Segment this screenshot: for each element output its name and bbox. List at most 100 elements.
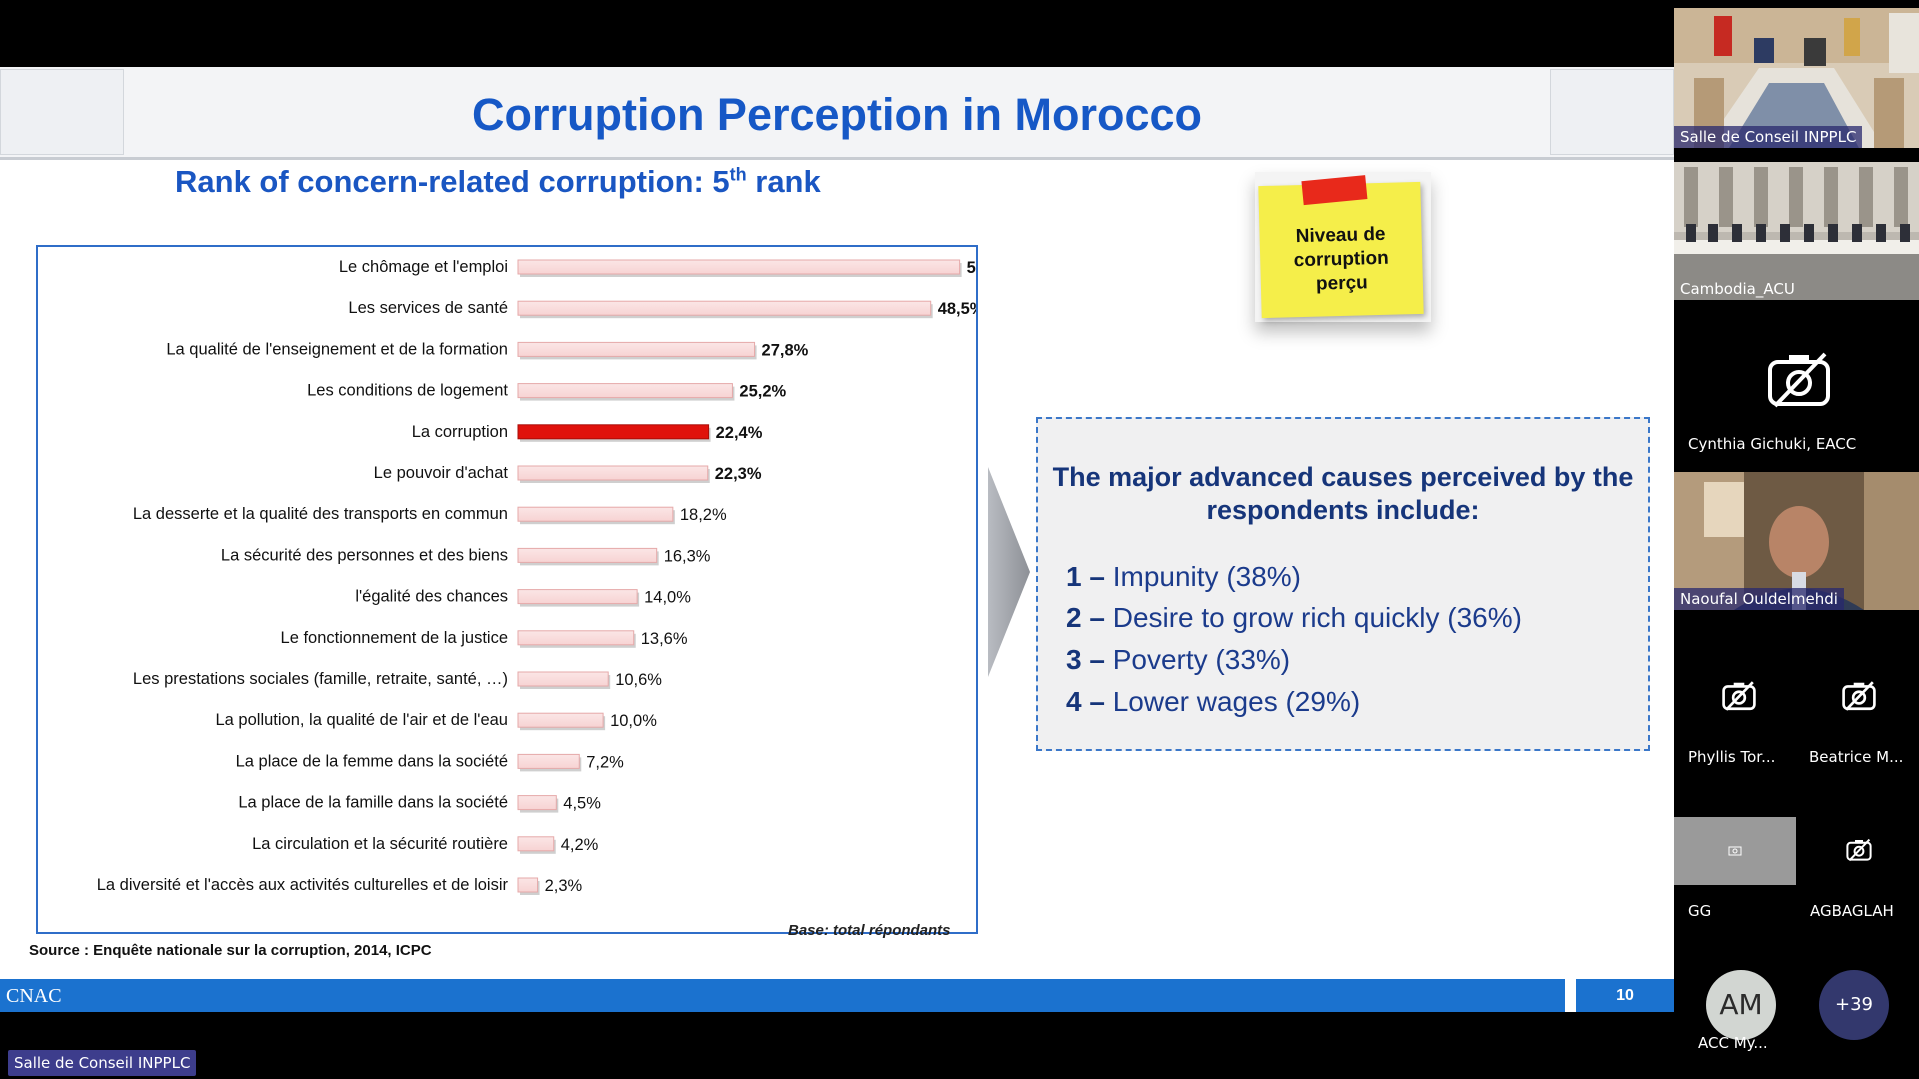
cause-text: Impunity (38%) [1104,561,1302,592]
participant-name: Cynthia Gichuki, EACC [1688,435,1857,453]
video-tile[interactable]: Naoufal Ouldelmehdi [1674,472,1919,610]
base-note: Base: total répondants [788,922,951,939]
category-label: La pollution, la qualité de l'air et de … [215,711,508,729]
subtitle-superscript: th [729,164,747,185]
value-label: 22,4% [716,424,763,442]
category-label: l'égalité des chances [355,588,508,606]
title-band-right-tab [1550,69,1674,155]
bar [517,465,709,481]
cause-text: Desire to grow rich quickly (36%) [1104,602,1522,633]
cause-number: 1 – [1066,561,1105,592]
camera-off-icon [1842,680,1876,717]
slide-title: Corruption Perception in Morocco [471,89,1203,140]
value-label: 27,8% [762,341,809,359]
chevron-arrow-icon [988,467,1030,677]
camera-off-icon [1767,350,1831,415]
causes-title-line: respondents include: [1206,495,1480,525]
value-label: 10,6% [615,671,662,689]
subtitle-text: Rank of concern-related corruption: 5 [175,164,730,199]
participant-name: ACC My... [1698,1034,1768,1052]
value-label: 4,5% [563,795,601,813]
value-label: 10,0% [610,712,657,730]
category-label: Le chômage et l'emploi [339,258,508,276]
category-label: La qualité de l'enseignement et de la fo… [166,340,508,358]
source-note: Source : Enquête nationale sur la corrup… [29,942,432,959]
participant-name: Beatrice M... [1809,748,1904,766]
sticky-note-card: Niveau de corruption perçu [1255,172,1431,322]
video-tile[interactable] [1674,817,1796,885]
category-label: Le pouvoir d'achat [374,464,509,482]
cause-number: 4 – [1066,686,1105,717]
more-participants-button[interactable]: +39 [1819,970,1889,1040]
page-number: 10 [1576,979,1674,1012]
video-tile[interactable]: Salle de Conseil INPPLC [1674,8,1919,148]
causes-title-line: The major advanced causes perceived by t… [1052,462,1634,492]
slide-subtitle: Rank of concern-related corruption: 5th … [175,164,821,200]
video-tile[interactable]: Cambodia_ACU [1674,162,1919,300]
bar [517,547,658,563]
sticky-note-text: Niveau de corruption perçu [1259,222,1423,298]
value-label: 16,3% [664,547,711,565]
category-label: La diversité et l'accès aux activités cu… [97,876,509,894]
video-feed-person [1674,472,1919,610]
tile-name-label: Salle de Conseil INPPLC [1674,126,1863,148]
subtitle-tail: rank [746,164,821,199]
causes-title: The major advanced causes perceived by t… [1038,461,1648,527]
cause-item: 1 – Impunity (38%) [1066,561,1301,593]
bar [517,383,733,399]
cause-text: Poverty (33%) [1104,644,1291,675]
bar [517,877,539,893]
participant-name: Phyllis Tor... [1688,748,1776,766]
category-label: Le fonctionnement de la justice [281,629,508,647]
slide-footer-bar: CNAC [0,979,1565,1012]
footer-divider [1565,979,1576,1012]
tile-name-label: Naoufal Ouldelmehdi [1674,588,1844,610]
value-label: 7,2% [586,753,624,771]
footer-brand: CNAC [6,985,62,1007]
cause-number: 2 – [1066,602,1105,633]
bar [517,753,580,769]
value-label: 48,5% [938,300,976,318]
value-label: 22,3% [715,465,762,483]
category-label: La circulation et la sécurité routière [252,835,508,853]
camera-off-icon [1846,838,1872,867]
bar [517,795,557,811]
participant-name: AGBAGLAH [1810,902,1894,920]
category-label: La corruption [412,423,508,441]
cause-text: Lower wages (29%) [1104,686,1361,717]
cause-item: 4 – Lower wages (29%) [1066,686,1360,718]
bar-highlight [517,424,710,440]
participant-name: GG [1688,902,1712,920]
title-band: Corruption Perception in Morocco [0,67,1674,160]
cause-number: 3 – [1066,644,1105,675]
avatar[interactable]: AM [1706,970,1776,1040]
bar [517,589,638,605]
value-label: 2,3% [545,877,583,895]
bar [517,630,635,646]
value-label: 4,2% [561,836,599,854]
participants-panel: Salle de Conseil INPPLC Cambodia_ACU [1674,0,1919,1079]
category-label: La desserte et la qualité des transports… [133,505,508,523]
bar [517,341,756,357]
category-label: La place de la femme dans la société [236,752,508,770]
camera-off-icon [1728,846,1742,856]
active-speaker-label: Salle de Conseil INPPLC [8,1050,197,1076]
value-label: 14,0% [644,589,691,607]
value-label: 25,2% [739,383,786,401]
sticky-note-line: perçu [1315,272,1369,295]
cause-item: 2 – Desire to grow rich quickly (36%) [1066,602,1522,634]
category-label: La sécurité des personnes et des biens [221,546,508,564]
bar-chart-svg: Le chômage et l'emploi 51,9% Les services … [97,258,976,895]
presentation-slide: Corruption Perception in Morocco Rank of… [0,67,1674,1012]
category-label: Les services de santé [348,299,508,317]
bar [517,300,932,316]
video-feed-meeting [1674,162,1919,300]
value-label: 18,2% [680,506,727,524]
bar [517,259,961,275]
category-label: La place de la famille dans la société [238,794,508,812]
bar [517,671,609,687]
cause-item: 3 – Poverty (33%) [1066,644,1290,676]
bar [517,506,674,522]
value-label: 13,6% [641,630,688,648]
category-label: Les prestations sociales (famille, retra… [133,670,508,688]
